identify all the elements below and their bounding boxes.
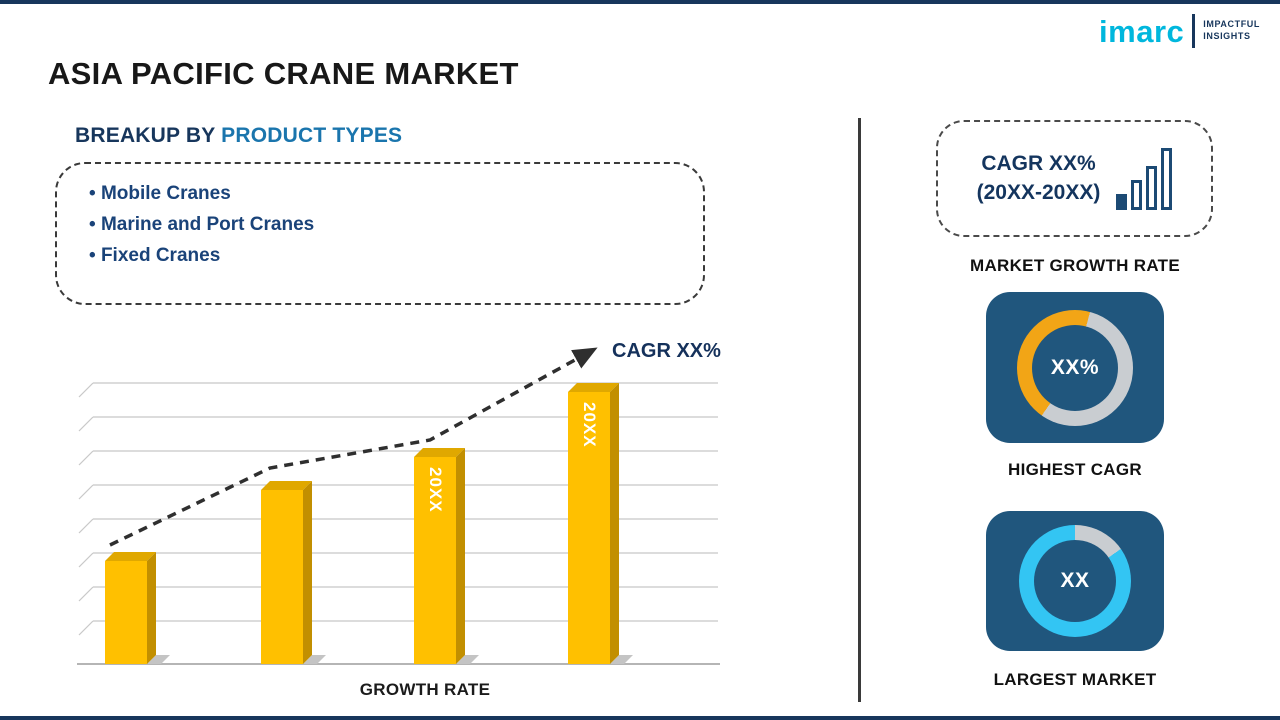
bar-chart: 20XX 20XX (65, 375, 725, 665)
logo-tagline: IMPACTFUL INSIGHTS (1203, 19, 1260, 42)
largest-market-label: LARGEST MARKET (993, 670, 1157, 689)
donut-value: XX% (1050, 355, 1100, 379)
bar (261, 481, 312, 664)
vertical-divider (858, 118, 861, 702)
bar-label: 20XX (426, 467, 445, 513)
page-title: ASIA PACIFIC CRANE MARKET (48, 56, 519, 91)
cagr-annotation: CAGR XX% (612, 340, 721, 362)
list-item: Fixed Cranes (89, 240, 703, 271)
cagr-box-line2: (20XX-20XX) (976, 180, 1101, 204)
donut-chart-highest-cagr: XX% (1017, 309, 1133, 426)
highest-cagr-label: HIGHEST CAGR (1008, 460, 1142, 479)
x-axis-label: GROWTH RATE (359, 680, 491, 699)
logo-divider (1192, 14, 1196, 48)
product-types-box: Mobile Cranes Marine and Port Cranes Fix… (55, 162, 705, 305)
logo-tagline-line2: INSIGHTS (1203, 31, 1251, 41)
bar-chart-icon (1116, 147, 1173, 210)
bar (105, 552, 156, 664)
cagr-box-line1: CAGR XX% (981, 152, 1096, 176)
cagr-box-text: CAGR XX% (20XX-20XX) (977, 150, 1101, 207)
bar-label: 20XX (580, 402, 599, 448)
largest-market-tile: XX (986, 511, 1164, 651)
trend-arrow (109, 347, 598, 547)
list-item: Marine and Port Cranes (89, 209, 703, 240)
logo-tagline-line1: IMPACTFUL (1203, 19, 1260, 30)
cagr-box: CAGR XX% (20XX-20XX) (936, 120, 1213, 237)
imarc-logo: imarc IMPACTFUL INSIGHTS (1099, 14, 1260, 48)
breakup-heading-highlight: PRODUCT TYPES (221, 124, 403, 147)
chart-grid (77, 382, 720, 665)
bar-side-face (147, 552, 156, 664)
logo-brand-text: imarc (1099, 13, 1185, 49)
bottom-border (0, 716, 1280, 720)
bar: 20XX (568, 383, 619, 664)
top-border (0, 0, 1280, 4)
breakup-heading-prefix: BREAKUP BY (75, 124, 222, 147)
highest-cagr-tile: XX% (986, 292, 1164, 443)
breakup-heading: BREAKUP BY PRODUCT TYPES (75, 124, 402, 148)
donut-value: XX (1060, 569, 1090, 592)
bar: 20XX (414, 448, 465, 664)
product-types-list: Mobile Cranes Marine and Port Cranes Fix… (57, 178, 703, 271)
list-item: Mobile Cranes (89, 178, 703, 209)
donut-chart-largest-market: XX (1019, 525, 1131, 637)
market-growth-rate-label: MARKET GROWTH RATE (969, 256, 1180, 275)
